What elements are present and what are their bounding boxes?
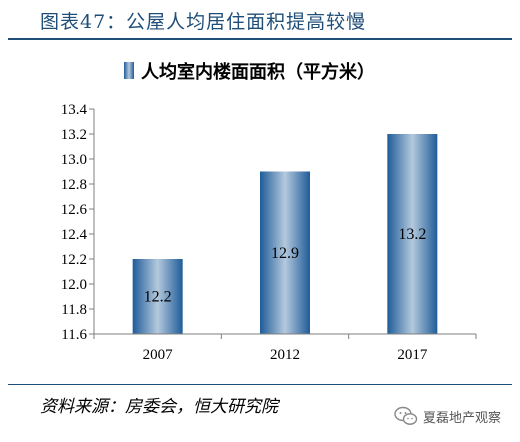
- x-tick-label: 2017: [397, 347, 428, 363]
- bar: [260, 171, 310, 334]
- footer-divider: [8, 384, 512, 385]
- y-tick-label: 12.6: [61, 202, 88, 218]
- bar-value-label: 12.9: [271, 245, 299, 262]
- bar-value-label: 12.2: [144, 289, 172, 306]
- chart-title: 图表47：公屋人均居住面积提高较慢: [40, 11, 367, 33]
- x-tick-label: 2012: [270, 347, 300, 363]
- y-tick-label: 12.8: [61, 177, 87, 193]
- y-tick-label: 13.4: [61, 102, 88, 118]
- legend-swatch: [124, 62, 134, 79]
- x-tick-label: 2007: [143, 347, 174, 363]
- watermark-text: 夏磊地产观察: [423, 410, 502, 426]
- bar: [132, 259, 183, 334]
- watermark: 夏磊地产观察: [394, 404, 501, 428]
- bar-value-label: 13.2: [398, 226, 426, 243]
- y-tick-label: 13.2: [61, 127, 87, 143]
- y-tick-label: 11.8: [61, 302, 87, 318]
- y-tick-label: 12.4: [61, 227, 88, 243]
- bar: [387, 134, 438, 334]
- legend-label: 人均室内楼面面积（平方米）: [141, 61, 375, 83]
- bar-chart: 人均室内楼面面积（平方米） 11.6 11.8 12.0 12.2 12.4 12.6 12…: [61, 61, 477, 363]
- y-tick-label: 13.0: [61, 152, 87, 168]
- y-tick-label: 12.0: [61, 277, 87, 293]
- y-tick-label: 12.2: [61, 252, 87, 268]
- chart-header: 图表47：公屋人均居住面积提高较慢: [0, 0, 520, 40]
- wechat-icon: [394, 406, 418, 425]
- y-tick-label: 11.6: [61, 327, 87, 343]
- source-note: 资料来源：房委会，恒大研究院: [40, 397, 278, 417]
- title-underline: [8, 38, 512, 40]
